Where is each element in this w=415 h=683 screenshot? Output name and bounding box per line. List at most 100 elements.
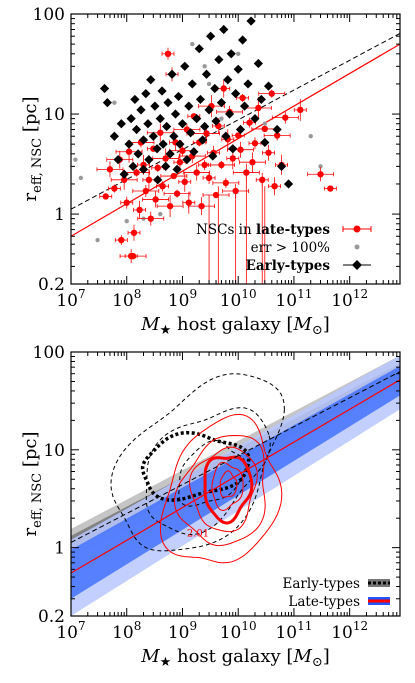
legend-marker-diamond (352, 260, 362, 270)
early-point (141, 89, 151, 99)
y-axis-label: reff, NSC [pc] (20, 432, 45, 537)
err-point (112, 100, 117, 105)
y-tick-label: 1 (54, 539, 65, 559)
early-point (130, 94, 140, 105)
late-point (164, 50, 172, 58)
late-point (129, 252, 137, 260)
late-point (185, 199, 193, 206)
early-point (200, 121, 210, 132)
legend: Early-types Late-types (283, 576, 390, 610)
x-tick-label: 1012 (331, 619, 368, 643)
early-point (152, 144, 162, 154)
early-point (144, 155, 154, 165)
late-point (147, 215, 154, 222)
late-point (154, 164, 161, 172)
late-point (173, 190, 181, 197)
late-point (120, 176, 128, 184)
late-point (136, 206, 143, 214)
err-point (78, 175, 84, 181)
late-point (327, 185, 334, 192)
err-point (124, 218, 129, 224)
fit-line-early (71, 371, 400, 543)
early-point (136, 105, 146, 115)
early-point (238, 35, 248, 45)
late-point (106, 166, 114, 173)
y-tick-label: 0.2 (38, 607, 65, 627)
plot-frame (70, 351, 401, 617)
err-point (73, 157, 78, 162)
late-point (193, 169, 200, 176)
early-point (263, 81, 274, 91)
late-point (282, 114, 289, 121)
early-point (198, 135, 208, 145)
x-tick-label: 108 (112, 619, 141, 643)
early-point (148, 131, 158, 141)
late-point (179, 147, 186, 154)
early-point (224, 109, 235, 119)
early-point (99, 83, 110, 94)
early-point (177, 119, 188, 129)
err-point (219, 116, 224, 121)
late-point (317, 171, 324, 178)
contour-level-label: 2.01 (187, 528, 209, 539)
contour-early (145, 407, 271, 535)
x-tick-label: 107 (56, 619, 85, 643)
x-tick-label: 1010 (220, 619, 257, 643)
early-point (116, 119, 126, 129)
early-point (214, 55, 224, 65)
early-point (233, 64, 243, 74)
early-point (272, 124, 282, 135)
early-point (195, 94, 206, 105)
contour-early (110, 373, 285, 552)
err-point (308, 134, 313, 139)
late-point (239, 94, 246, 102)
contour-late (173, 434, 266, 547)
y-tick-label: 0.2 (38, 275, 65, 295)
early-point (226, 49, 236, 59)
x-tick-label: 1010 (220, 287, 257, 311)
err-point (262, 121, 267, 126)
legend-marker-dot (353, 225, 361, 233)
early-point (243, 79, 253, 89)
early-point (192, 114, 202, 124)
x-tick-label: 109 (168, 287, 197, 311)
late-point (123, 199, 130, 206)
early-point (283, 179, 294, 189)
late-point (273, 132, 281, 139)
x-tick-label: 1011 (275, 287, 312, 311)
late-point (142, 187, 150, 195)
x-tick-label: 109 (168, 619, 197, 643)
late-point (162, 155, 169, 162)
contour-late (211, 461, 244, 512)
err-point (190, 41, 195, 47)
late-point (237, 146, 244, 153)
early-point (161, 161, 171, 171)
contour-late (203, 455, 254, 525)
plot-area (71, 355, 400, 616)
early-point (146, 75, 156, 85)
x-tick-label: 1011 (275, 619, 312, 643)
late-point (251, 140, 259, 147)
early-point (162, 121, 172, 132)
late-point (181, 178, 188, 186)
early-point (167, 69, 177, 79)
late-point (157, 129, 164, 136)
late-point (102, 193, 109, 200)
early-point (153, 175, 163, 185)
early-point (175, 139, 185, 149)
early-point (102, 98, 113, 108)
late-point (249, 159, 256, 166)
axes: 107 108 109 1010 1011 1012 0.2 1 10 100 M★ host ga… (20, 343, 401, 670)
early-point (170, 109, 181, 119)
err-point (95, 237, 100, 243)
early-point (208, 151, 218, 161)
late-point (220, 85, 227, 92)
early-point (256, 94, 266, 105)
y-tick-label: 10 (43, 441, 65, 461)
err-point (158, 211, 163, 217)
y-tick-label: 10 (43, 105, 65, 125)
early-point (169, 131, 179, 141)
early-point (216, 98, 227, 108)
early-point (109, 131, 119, 141)
